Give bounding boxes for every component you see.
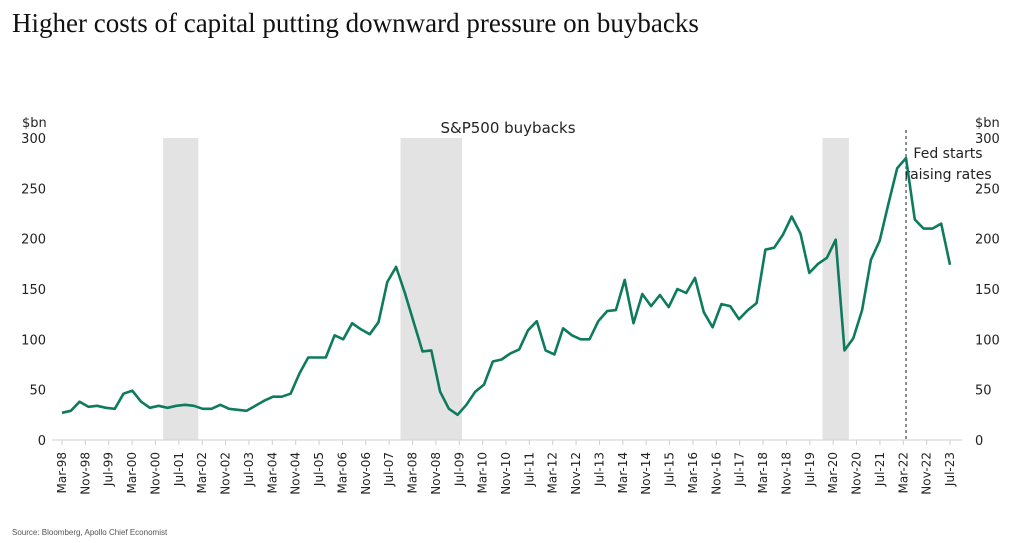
x-tick-label: Jul-17 <box>733 452 747 487</box>
right-y-tick-label: 200 <box>975 233 1000 248</box>
right-y-tick-label: 250 <box>975 182 1000 197</box>
recession-band <box>400 138 463 440</box>
x-tick-label: Jul-15 <box>663 452 677 487</box>
buybacks-series-line <box>61 156 952 417</box>
source-note: Source: Bloomberg, Apollo Chief Economis… <box>12 528 168 537</box>
left-y-tick-label: 300 <box>21 132 46 147</box>
x-tick-label: Nov-20 <box>850 452 864 495</box>
x-tick-label: Jul-21 <box>873 452 887 487</box>
x-tick-label: Nov-18 <box>779 452 793 495</box>
recession-band <box>163 138 199 440</box>
chart-title: Higher costs of capital putting downward… <box>12 8 699 38</box>
x-tick-label: Mar-16 <box>686 452 700 493</box>
right-y-axis: 0 50 100 150 200 250 300 <box>975 132 1000 449</box>
x-tick-label: Nov-14 <box>639 452 653 495</box>
x-tick-label: Mar-12 <box>546 452 560 493</box>
x-tick-label: Mar-00 <box>125 452 139 493</box>
x-tick-label: Nov-10 <box>499 452 513 495</box>
series-line-layer <box>61 156 952 417</box>
right-axis-unit: $bn <box>975 116 1000 131</box>
x-tick-label: Nov-04 <box>289 452 303 495</box>
left-axis-unit: $bn <box>22 116 47 131</box>
right-y-tick-label: 50 <box>975 384 992 399</box>
x-tick-label: Jul-09 <box>452 452 466 487</box>
x-tick-label: Jul-99 <box>102 452 116 487</box>
x-tick-label: Mar-22 <box>896 452 910 493</box>
x-tick-label: Jul-07 <box>382 452 396 487</box>
x-tick-label: Mar-10 <box>476 452 490 493</box>
x-tick-label: Jul-23 <box>943 452 957 487</box>
right-y-tick-label: 100 <box>975 333 1000 348</box>
x-tick-label: Mar-14 <box>616 452 630 493</box>
x-tick-label: Jul-01 <box>172 452 186 487</box>
recession-bands <box>163 138 849 440</box>
series-title: S&P500 buybacks <box>440 119 575 137</box>
right-y-tick-label: 300 <box>975 132 1000 147</box>
x-tick-label: Mar-20 <box>826 452 840 493</box>
x-tick-label: Mar-04 <box>265 452 279 493</box>
x-tick-label: Mar-02 <box>195 452 209 493</box>
left-y-tick-label: 250 <box>21 182 46 197</box>
x-tick-label: Nov-06 <box>359 452 373 495</box>
left-y-tick-label: 0 <box>38 434 46 449</box>
right-y-tick-label: 0 <box>975 434 983 449</box>
left-y-tick-label: 50 <box>29 384 46 399</box>
x-axis: Mar-98 Nov-98 Jul-99 Mar-00 Nov-00 Jul-01 Mar-… <box>52 439 962 495</box>
x-tick-label: Nov-08 <box>429 452 443 495</box>
left-y-tick-label: 200 <box>21 233 46 248</box>
x-tick-label: Mar-08 <box>406 452 420 493</box>
x-tick-label: Nov-12 <box>569 452 583 495</box>
x-tick-label: Nov-98 <box>78 452 92 495</box>
x-tick-label: Nov-00 <box>148 452 162 495</box>
x-tick-label: Jul-03 <box>242 452 256 487</box>
left-y-tick-label: 100 <box>21 333 46 348</box>
right-y-tick-label: 150 <box>975 283 1000 298</box>
x-tick-label: Nov-22 <box>920 452 934 495</box>
recession-band <box>822 138 849 440</box>
x-tick-label: Mar-98 <box>55 452 69 493</box>
x-tick-label: Nov-16 <box>709 452 723 495</box>
x-tick-label: Jul-11 <box>522 452 536 487</box>
x-tick-label: Mar-18 <box>756 452 770 493</box>
fed-annotation-label: raising rates <box>904 167 991 183</box>
x-tick-label: Mar-06 <box>335 452 349 493</box>
fed-annotation-label: Fed starts <box>913 146 982 162</box>
fed-annotation: Fed starts raising rates <box>904 130 992 440</box>
left-y-tick-label: 150 <box>21 283 46 298</box>
x-tick-label: Jul-19 <box>803 452 817 487</box>
x-tick-label: Jul-13 <box>592 452 606 487</box>
left-y-axis: 0 50 100 150 200 250 300 <box>21 132 46 449</box>
x-tick-label: Nov-02 <box>219 452 233 495</box>
x-tick-label: Jul-05 <box>312 452 326 487</box>
